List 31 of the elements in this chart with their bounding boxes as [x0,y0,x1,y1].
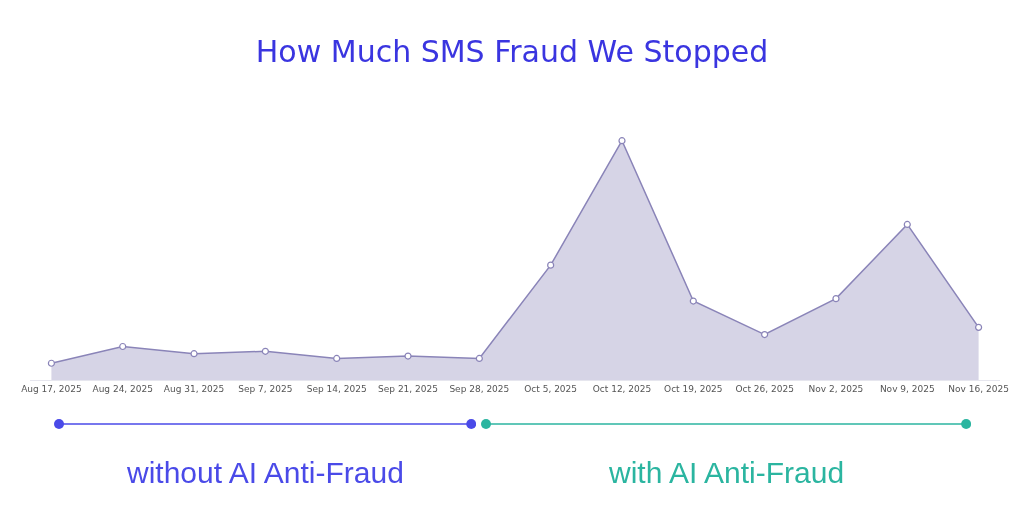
point [903,220,911,229]
point [689,297,697,305]
x-tick-label: Nov 2, 2025 [808,383,864,394]
text: with AI Anti-Fraud [608,456,845,489]
point [832,295,840,303]
x-tick-label: Sep 14, 2025 [306,383,367,394]
x-tick-label: Oct 26, 2025 [735,383,794,394]
point [618,137,626,145]
x-tick-label: Aug 24, 2025 [92,383,153,394]
point [975,323,983,331]
x-tick-label: Sep 7, 2025 [238,383,293,394]
x-tick-label: Oct 12, 2025 [592,383,652,394]
point [404,352,412,360]
point [47,359,55,367]
point [119,342,127,351]
text: without AI Anti-Fraud [126,456,404,489]
x-tick-label: Nov 16, 2025 [948,383,1009,394]
point [261,347,269,355]
x-tick-label: Sep 28, 2025 [449,383,510,394]
x-tick-label: Aug 31, 2025 [163,383,225,394]
point [547,261,555,269]
point [190,350,198,358]
x-tick-label: Sep 21, 2025 [378,383,438,394]
x-tick-label: Aug 17, 2025 [21,383,82,394]
point [761,330,769,339]
point [333,354,341,363]
x-tick-label: Oct 5, 2025 [524,383,578,394]
point [475,354,483,363]
x-tick-label: Nov 9, 2025 [879,383,935,394]
chart-title: How Much SMS Fraud We Stopped [255,34,769,70]
x-tick-label: Oct 19, 2025 [664,383,723,394]
